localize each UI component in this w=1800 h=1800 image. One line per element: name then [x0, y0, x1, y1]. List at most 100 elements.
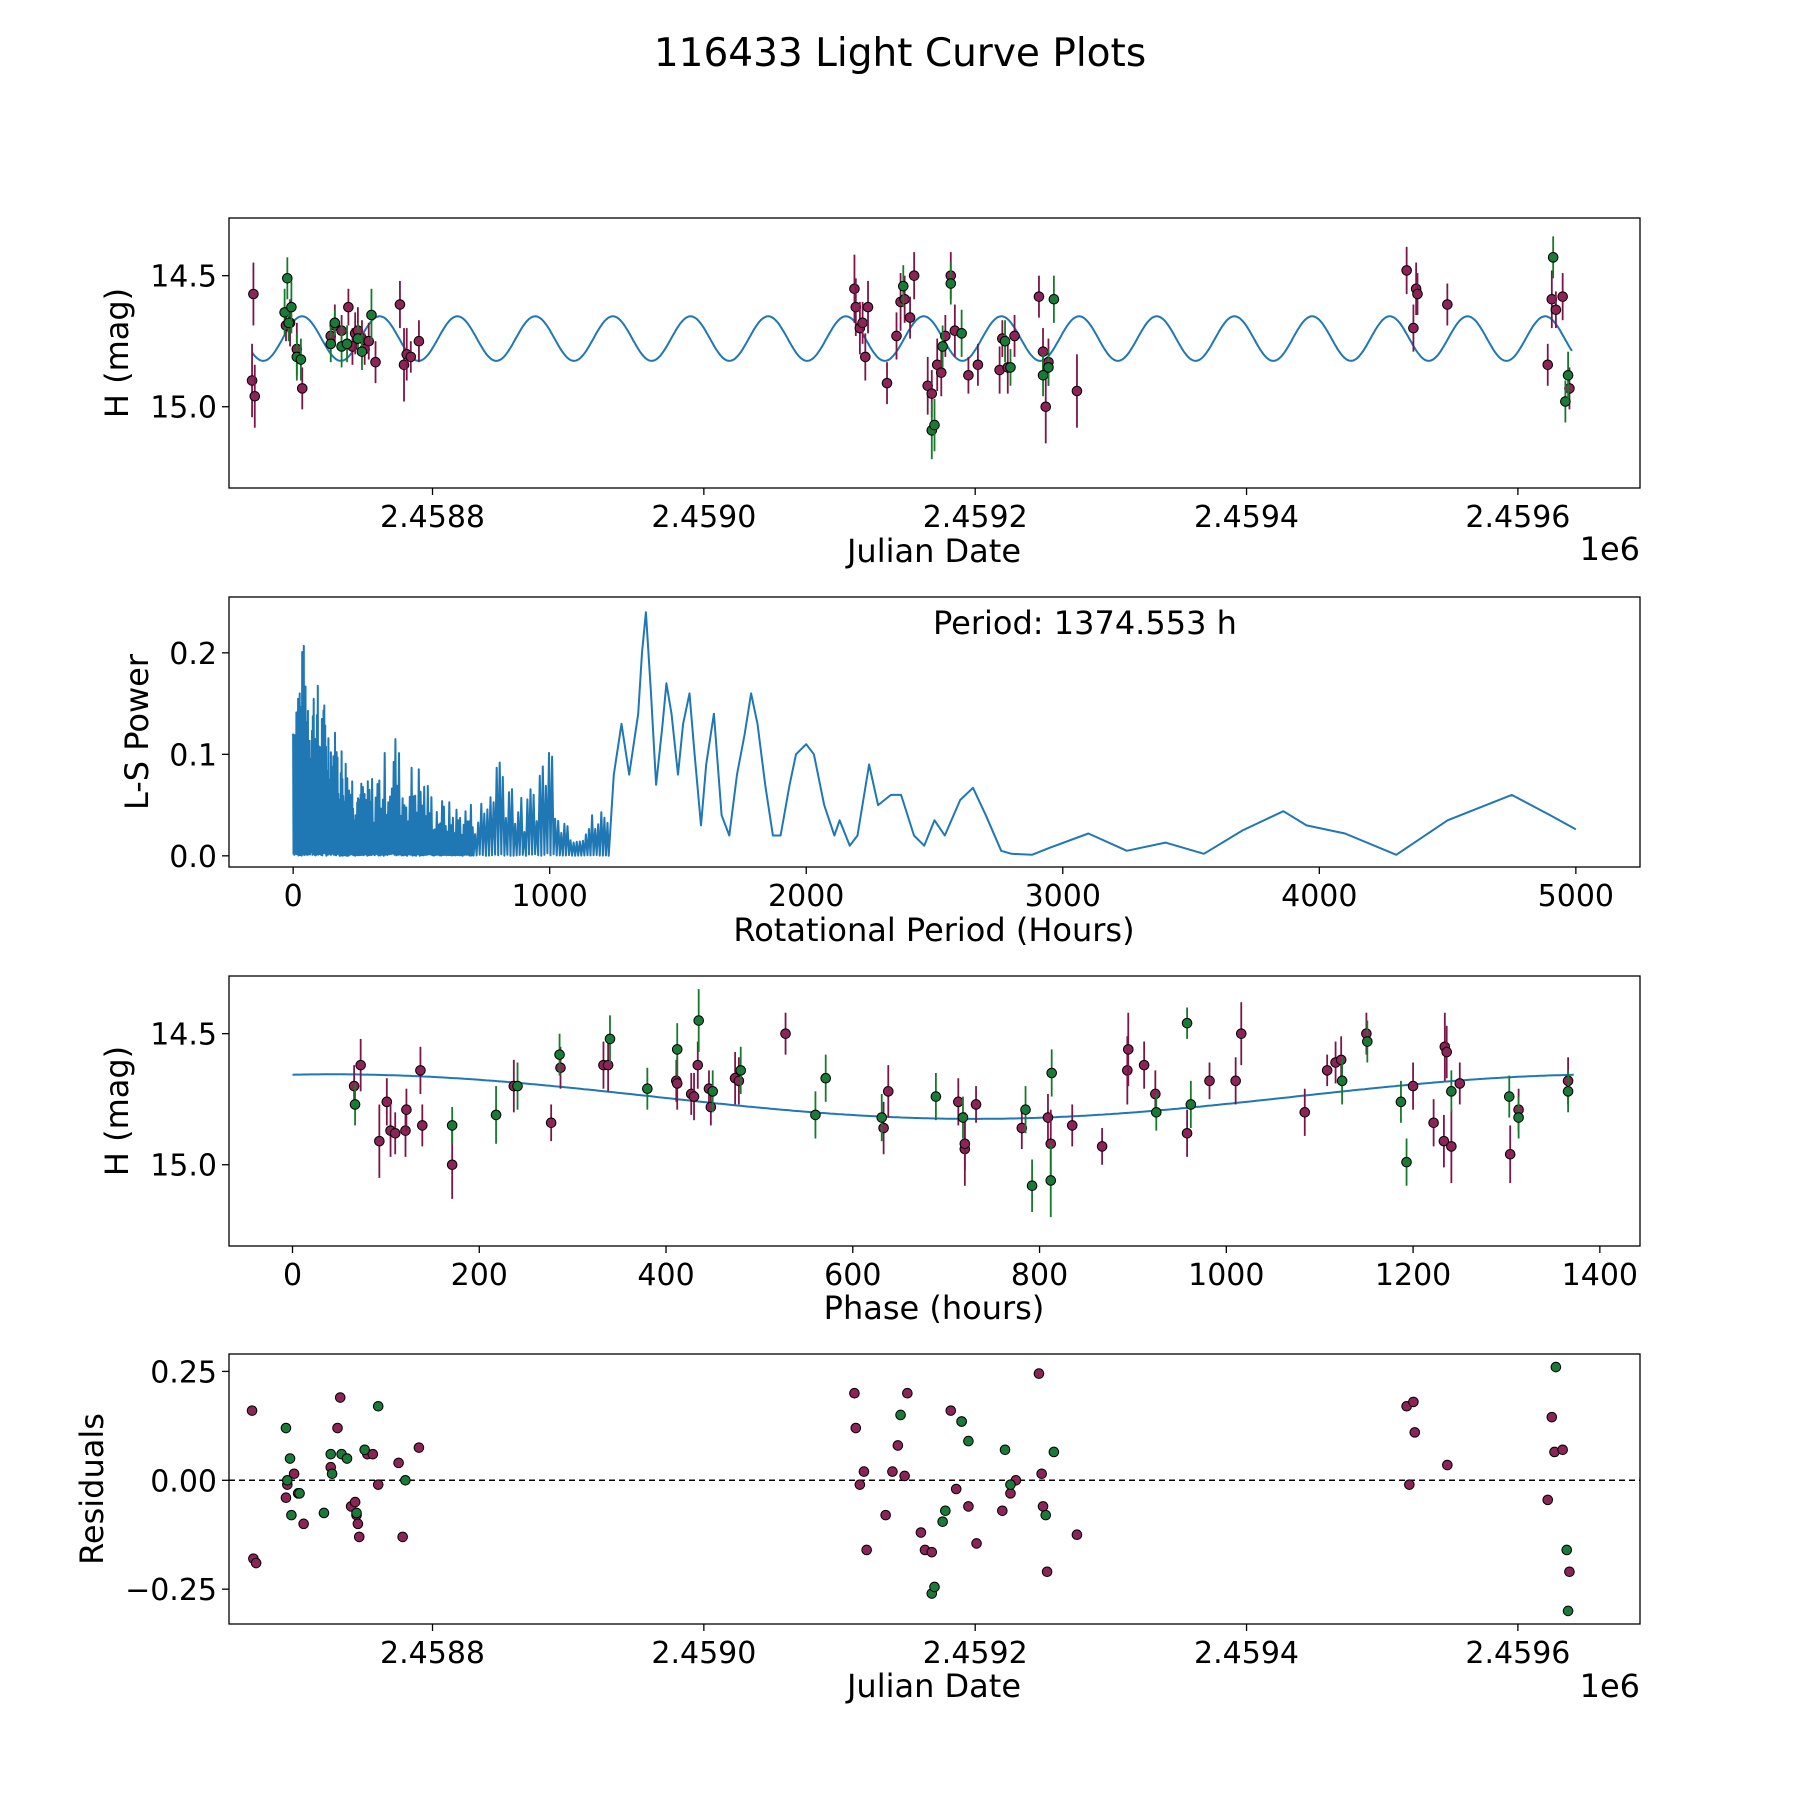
phased-xtick-label: 1200 [1375, 1258, 1451, 1293]
residuals-data-point [956, 1416, 967, 1427]
lightcurve-data-point [1412, 288, 1423, 300]
lightcurve-data-point [862, 301, 874, 313]
phased-data-point [1446, 1086, 1457, 1097]
phased-data-point [349, 1099, 361, 1110]
model-curve [251, 315, 1573, 362]
power-spectrum-line [292, 611, 1577, 857]
residuals-data-point [393, 1457, 404, 1469]
residuals-xtick-label: 2.4592 [923, 1636, 1028, 1671]
phased-data-point [693, 1015, 705, 1026]
lightcurve-data-point [249, 390, 261, 402]
residuals-data-point [334, 1392, 346, 1403]
lightcurve-data-point [296, 383, 308, 394]
residuals-data-point [288, 1468, 300, 1480]
residuals-data-point [325, 1448, 337, 1460]
residuals-xlabel: Julian Date [845, 1667, 1021, 1705]
residuals-ytick-label: 0.25 [150, 1355, 217, 1390]
lightcurve-data-point [356, 346, 368, 357]
phased-data-point [1181, 1017, 1193, 1029]
residuals-xtick-label: 2.4596 [1465, 1636, 1570, 1671]
lightcurve-ticks: 2.4588 2.4590 2.4592 2.4594 2.4596 15.0 14.5 [150, 260, 1570, 535]
lightcurve-data-point [1048, 293, 1060, 305]
lightcurve-xlabel: Julian Date [845, 532, 1021, 570]
periodogram-panel: 0 1000 2000 3000 4000 5000 0.0 0.1 0.2 Period: 1… [118, 596, 1641, 949]
residuals-data-point [849, 1387, 860, 1399]
lightcurve-data-point [937, 341, 948, 352]
phased-data-point [1185, 1099, 1197, 1110]
residuals-data-point [945, 1405, 957, 1416]
lightcurve-ytick-label: 15.0 [150, 391, 217, 426]
residuals-data-point [850, 1422, 862, 1434]
phased-data-point [707, 1086, 719, 1097]
phased-xtick-label: 200 [451, 1258, 508, 1293]
lightcurve-axes-frame [228, 217, 1641, 489]
phased-data-point [1336, 1075, 1348, 1087]
phased-data-point [1181, 1127, 1193, 1139]
phased-data-point [959, 1138, 971, 1150]
residuals-data-point [950, 1483, 962, 1495]
phased-data-point [554, 1049, 565, 1060]
residuals-data-point [1542, 1494, 1554, 1506]
phased-data-point [490, 1109, 502, 1121]
residuals-data-point [971, 1538, 982, 1549]
phased-data-point [735, 1065, 747, 1076]
lightcurve-data-point [891, 330, 902, 342]
residuals-data-point [372, 1400, 384, 1412]
phased-data-point [1428, 1117, 1439, 1129]
figure-title: 116433 Light Curve Plots [654, 31, 1146, 76]
residuals-data-point [1404, 1479, 1415, 1490]
phased-data-point [1066, 1120, 1078, 1131]
lightcurve-data-point [849, 283, 860, 295]
residuals-data-point [997, 1505, 1008, 1517]
residuals-data-point [1562, 1605, 1574, 1617]
phased-data-point [780, 1028, 791, 1039]
phased-xtick-label: 0 [283, 1258, 302, 1293]
lightcurve-xtick-label: 2.4594 [1194, 500, 1299, 535]
periodogram-ytick-label: 0.2 [169, 637, 217, 672]
phased-data-point [1335, 1054, 1347, 1066]
residuals-data-point [1040, 1509, 1052, 1521]
residuals-data-point [367, 1448, 379, 1460]
phased-data-point [512, 1080, 523, 1092]
lightcurve-data-point [897, 280, 909, 292]
phased-data-point [1504, 1148, 1516, 1160]
periodogram-ylabel: L-S Power [118, 653, 156, 810]
periodogram-ytick-label: 0.0 [169, 840, 217, 875]
residuals-data-point [1005, 1488, 1016, 1499]
phased-data-point [882, 1086, 894, 1097]
phased-data-point [417, 1120, 428, 1131]
residuals-data-point [1546, 1411, 1558, 1423]
lightcurve-data-point [963, 369, 974, 381]
residuals-data-point [1041, 1566, 1053, 1578]
phased-data-point [1150, 1107, 1162, 1118]
residuals-data-point [341, 1453, 353, 1464]
residuals-data-point [397, 1531, 408, 1543]
residuals-data-point [940, 1505, 951, 1517]
residuals-data-point [250, 1557, 262, 1569]
phased-data-point [381, 1096, 393, 1108]
phased-data-point [705, 1101, 717, 1113]
phased-data-point [1513, 1112, 1524, 1123]
lightcurve-ylabel: H (mag) [98, 288, 136, 418]
lightcurve-data-point [343, 301, 354, 313]
lightcurve-data-point [295, 354, 307, 365]
residuals-data-point [1071, 1529, 1083, 1541]
phased-data-point [1562, 1086, 1574, 1097]
residuals-data-point [413, 1442, 425, 1453]
phased-ytick-label: 14.5 [150, 1018, 217, 1053]
phased-xtick-label: 1400 [1562, 1258, 1638, 1293]
lightcurve-data-point [325, 338, 337, 350]
residuals-data-point [937, 1516, 948, 1527]
residuals-data-point [861, 1544, 872, 1556]
residuals-data-point [892, 1440, 904, 1451]
residuals-ylabel: Residuals [73, 1413, 111, 1565]
lightcurve-data-point [248, 288, 259, 300]
residuals-data-point [318, 1507, 330, 1519]
periodogram-xtick-label: 0 [284, 879, 303, 914]
lightcurve-data-point [1043, 362, 1054, 373]
phased-data-point [1401, 1156, 1412, 1168]
phased-model-curve [292, 1073, 1574, 1120]
periodogram-axes-frame [228, 596, 1641, 868]
lightcurve-data-point [1401, 265, 1412, 276]
residuals-data-point [1561, 1544, 1573, 1556]
